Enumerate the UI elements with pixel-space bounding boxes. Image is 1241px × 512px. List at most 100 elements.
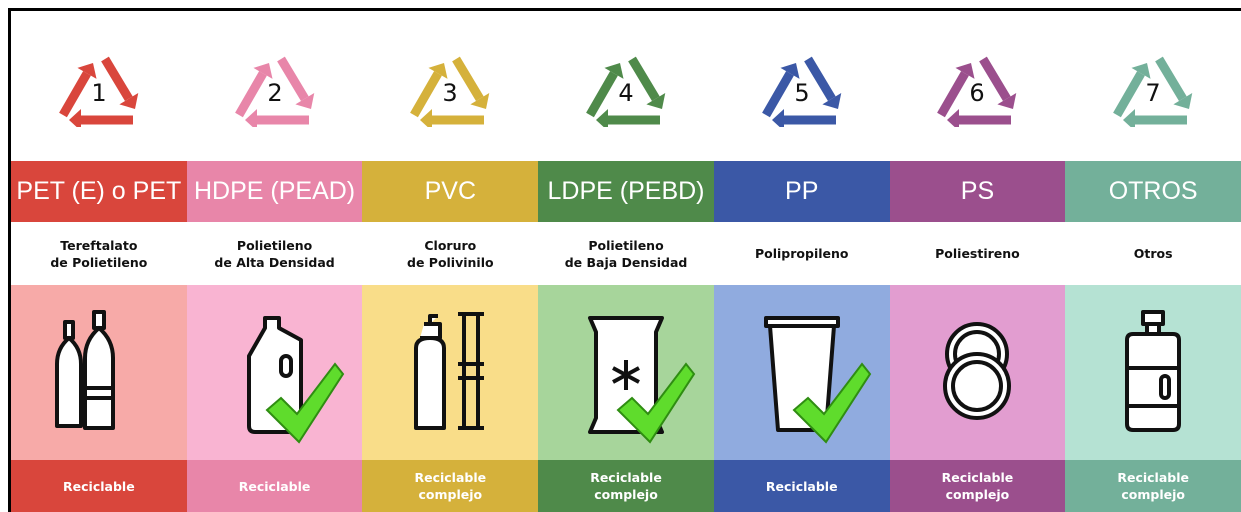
recycle-arrowhead <box>428 63 448 79</box>
recycle-status: Reciclable complejo <box>1065 460 1241 512</box>
symbol-cell: 1 <box>11 11 187 161</box>
recycle-arrowhead <box>646 93 666 109</box>
product-cell <box>889 285 1066 460</box>
recycle-number: 6 <box>970 79 985 107</box>
symbol-cell: 4 <box>538 11 714 161</box>
resin-code: HDPE (PEAD) <box>186 161 363 222</box>
recycle-arrow <box>234 71 267 118</box>
product-drawing <box>1125 309 1182 432</box>
recycling-chart: 1 PET (E) o PET Tereftalato de Polietileno R… <box>8 8 1241 512</box>
recycle-status: Reciclable <box>713 460 890 512</box>
recycle-status: Reciclable <box>11 460 187 512</box>
resin-code: OTROS <box>1065 161 1241 222</box>
recycle-arrowhead <box>596 109 609 127</box>
status-line: Reciclable <box>765 478 838 494</box>
resin-name: Cloruro de Polivinilo <box>362 222 538 285</box>
column: 7 OTROS Otros Reciclable complejo <box>1065 11 1241 512</box>
recycle-number: 2 <box>267 79 282 107</box>
product-drawing <box>943 321 1012 420</box>
product-icon <box>763 315 871 444</box>
recycle-arrow <box>586 71 618 118</box>
product-drawing <box>246 315 303 434</box>
icon-shape <box>612 359 640 390</box>
product-drawing <box>763 315 840 432</box>
status-line: Reciclable <box>941 470 1014 485</box>
product-icon <box>588 315 696 444</box>
recycle-symbol: 3 <box>410 56 490 127</box>
resin-name: Poliestireno <box>890 222 1066 285</box>
status-line: Reciclable <box>238 478 311 494</box>
resin-code: PS <box>889 161 1066 222</box>
icon-shape <box>1159 373 1172 400</box>
column: 4 LDPE (PEBD) Polietileno de Baja Densidad R… <box>538 11 714 512</box>
status-line: Reciclable <box>414 470 487 485</box>
product-icon <box>414 311 485 430</box>
resin-name: Otros <box>1065 222 1241 285</box>
product-icon <box>1125 309 1182 432</box>
resin-name: Polietileno de Baja Densidad <box>538 222 714 285</box>
status-line: Reciclable <box>590 470 662 485</box>
recycle-arrowhead <box>947 109 960 127</box>
recycle-arrow <box>803 56 836 102</box>
name-line: Poliestireno <box>935 246 1020 261</box>
name-line: Tereftalato <box>60 237 138 253</box>
status-line: Reciclable <box>1117 470 1189 485</box>
recycle-arrow <box>761 71 794 118</box>
status-line: complejo <box>418 487 483 502</box>
recycle-arrowhead <box>294 93 314 109</box>
resin-name: Polietileno de Alta Densidad <box>187 222 363 285</box>
recycle-arrowhead <box>822 93 841 109</box>
column: 6 PS Poliestireno Reciclable complejo <box>889 11 1066 512</box>
resin-name: Polipropileno <box>714 222 890 285</box>
product-drawing <box>414 311 485 430</box>
recycle-arrowhead <box>1131 63 1151 79</box>
recycle-arrowhead <box>1173 93 1193 109</box>
product-cell <box>186 285 363 460</box>
recycle-arrow <box>979 56 1012 102</box>
recycle-arrow <box>1155 56 1187 102</box>
column: 2 HDPE (PEAD) Polietileno de Alta Densidad R… <box>186 11 363 512</box>
recycle-arrowhead <box>68 109 81 127</box>
icon-shape <box>414 313 447 430</box>
recycle-symbol: 6 <box>937 56 1017 127</box>
recycle-arrowhead <box>997 93 1017 109</box>
recycle-arrowhead <box>771 109 784 127</box>
name-line: de Polivinilo <box>407 254 494 270</box>
icon-shape <box>82 309 115 430</box>
name-line: Polietileno <box>588 237 664 253</box>
recycle-status: Reciclable complejo <box>889 460 1066 512</box>
recycle-arrowhead <box>119 93 139 109</box>
recycle-symbol: 2 <box>234 56 314 127</box>
symbol-cell: 5 <box>714 11 890 161</box>
recycle-status: Reciclable complejo <box>538 460 714 512</box>
recycle-number: 3 <box>443 79 458 107</box>
product-icon <box>246 315 344 444</box>
recycle-arrowhead <box>604 63 624 79</box>
symbol-cell: 3 <box>362 11 538 161</box>
product-cell <box>362 285 539 460</box>
recycle-arrowhead <box>1123 109 1136 127</box>
recycle-arrowhead <box>77 63 97 79</box>
product-cell <box>1065 285 1241 460</box>
checkmark <box>616 361 696 444</box>
checkmark <box>792 361 871 444</box>
name-line: Polietileno <box>236 237 313 253</box>
recycle-arrowhead <box>420 109 433 127</box>
recycle-arrowhead <box>253 63 273 79</box>
symbol-cell: 6 <box>890 11 1066 161</box>
recycle-status: Reciclable <box>186 460 363 512</box>
column: 1 PET (E) o PET Tereftalato de Polietileno R… <box>11 11 187 512</box>
name-line: de Polietileno <box>50 254 148 270</box>
icon-shape <box>1125 309 1182 432</box>
status-line: complejo <box>594 487 658 502</box>
recycle-number: 1 <box>91 79 106 107</box>
recycle-symbol: 5 <box>761 56 841 127</box>
product-drawing <box>54 309 115 430</box>
resin-code: PVC <box>362 161 539 222</box>
name-line: Cloruro <box>424 237 477 253</box>
resin-name: Tereftalato de Polietileno <box>11 222 187 285</box>
recycle-arrow <box>101 56 133 102</box>
status-line: Reciclable <box>63 478 135 494</box>
name-line: de Alta Densidad <box>214 254 335 270</box>
